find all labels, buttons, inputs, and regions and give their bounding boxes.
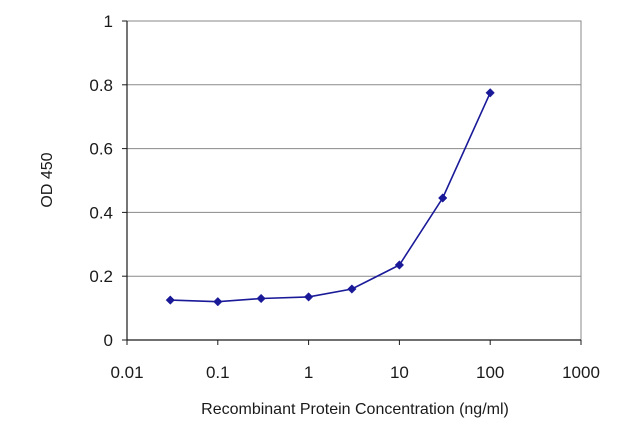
x-tick-labels: 0.01 0.1 1 10 100 1000 bbox=[110, 340, 600, 382]
data-point bbox=[438, 193, 448, 203]
x-tick-label: 1 bbox=[304, 363, 313, 382]
data-point bbox=[256, 293, 266, 304]
y-tick-label: 0.4 bbox=[89, 203, 113, 222]
data-point bbox=[303, 292, 314, 302]
data-point bbox=[347, 284, 357, 294]
data-point bbox=[165, 295, 175, 305]
series-layer bbox=[165, 88, 495, 307]
grid-lines bbox=[127, 20, 581, 277]
axes bbox=[126, 21, 581, 341]
x-tick-label: 0.1 bbox=[206, 363, 230, 382]
series-line bbox=[170, 92, 491, 303]
y-axis-title: OD 450 bbox=[39, 152, 56, 207]
y-tick-label: 0.2 bbox=[89, 267, 113, 286]
data-point bbox=[213, 297, 223, 307]
data-point bbox=[485, 88, 495, 98]
y-tick-label: 0.8 bbox=[89, 76, 113, 95]
x-axis-title: Recombinant Protein Concentration (ng/ml… bbox=[201, 401, 509, 418]
y-tick-label: 0.6 bbox=[89, 140, 113, 159]
y-tick-labels: 0 0.2 0.4 0.6 0.8 1 bbox=[89, 12, 127, 350]
x-tick-label: 100 bbox=[476, 363, 504, 382]
x-tick-label: 1000 bbox=[562, 363, 600, 382]
x-tick-label: 0.01 bbox=[110, 363, 143, 382]
data-point bbox=[394, 260, 405, 270]
y-tick-label: 1 bbox=[104, 12, 113, 31]
y-tick-label: 0 bbox=[104, 331, 113, 350]
x-tick-label: 10 bbox=[390, 363, 409, 382]
plot-area bbox=[126, 20, 582, 341]
